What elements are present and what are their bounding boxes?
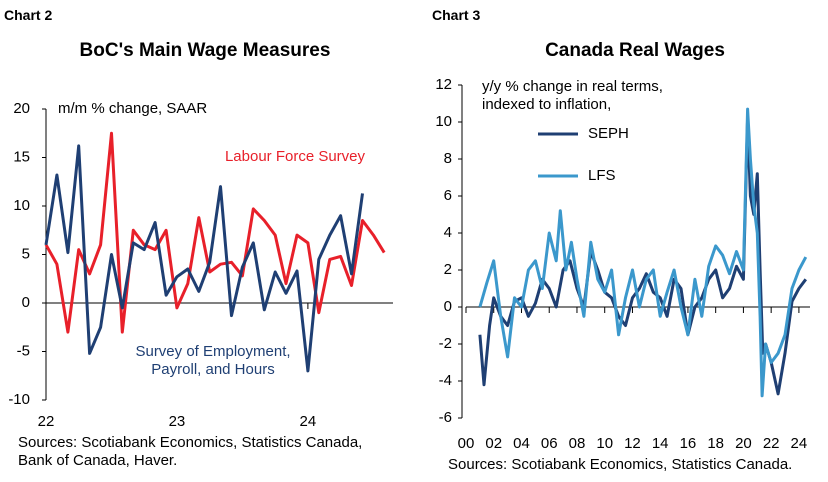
x-tick-label: 18 [707,435,724,452]
y-tick-label: -2 [439,335,452,352]
y-tick-label: 10 [13,197,30,214]
legend-label: Survey of Employment, Payroll, and Hours [135,343,291,378]
y-tick-label: 20 [13,100,30,117]
series-line [44,144,364,373]
series-line [478,116,807,396]
series-line [478,107,808,398]
x-tick-label: 00 [458,435,475,452]
y-label: m/m % change, SAAR [58,100,208,117]
y-tick-label: 10 [435,113,452,130]
x-tick-label: 20 [735,435,752,452]
x-tick-label: 12 [624,435,641,452]
x-tick-label: 24 [791,435,808,452]
legend-label: SEPH [588,125,629,142]
y-tick-label: 6 [444,187,452,204]
y-tick-label: 2 [444,261,452,278]
y-label: y/y % change in real terms, indexed to i… [482,78,663,113]
x-tick-label: 02 [485,435,502,452]
x-tick-label: 06 [541,435,558,452]
chart-label: Chart 3 [432,7,481,23]
chart-title: Canada Real Wages [545,40,725,61]
x-tick-label: 22 [38,413,55,430]
x-tick-label: 10 [596,435,613,452]
x-tick-label: 23 [169,413,186,430]
legend-label: LFS [588,167,616,184]
x-tick-label: 08 [569,435,586,452]
legend-label: Labour Force Survey [224,148,366,165]
y-tick-label: 0 [444,298,452,315]
x-tick-label: 24 [300,413,317,430]
x-tick-label: 22 [763,435,780,452]
y-tick-label: 4 [444,224,452,241]
chart-label: Chart 2 [4,7,53,23]
series-line [44,131,386,334]
y-tick-label: 12 [435,76,452,93]
y-tick-label: -6 [439,409,452,426]
source: Sources: Scotiabank Economics, Statistic… [448,456,793,473]
x-tick-label: 16 [680,435,697,452]
y-tick-label: 5 [22,245,30,262]
y-tick-label: -4 [439,372,452,389]
y-tick-label: 8 [444,150,452,167]
y-tick-label: -5 [17,342,30,359]
x-tick-label: 04 [513,435,530,452]
y-tick-label: -10 [8,391,30,408]
y-tick-label: 0 [22,294,30,311]
source: Sources: Scotiabank Economics, Statistic… [18,434,363,469]
y-tick-label: 15 [13,148,30,165]
x-tick-label: 14 [652,435,669,452]
chart-title: BoC's Main Wage Measures [79,40,331,61]
